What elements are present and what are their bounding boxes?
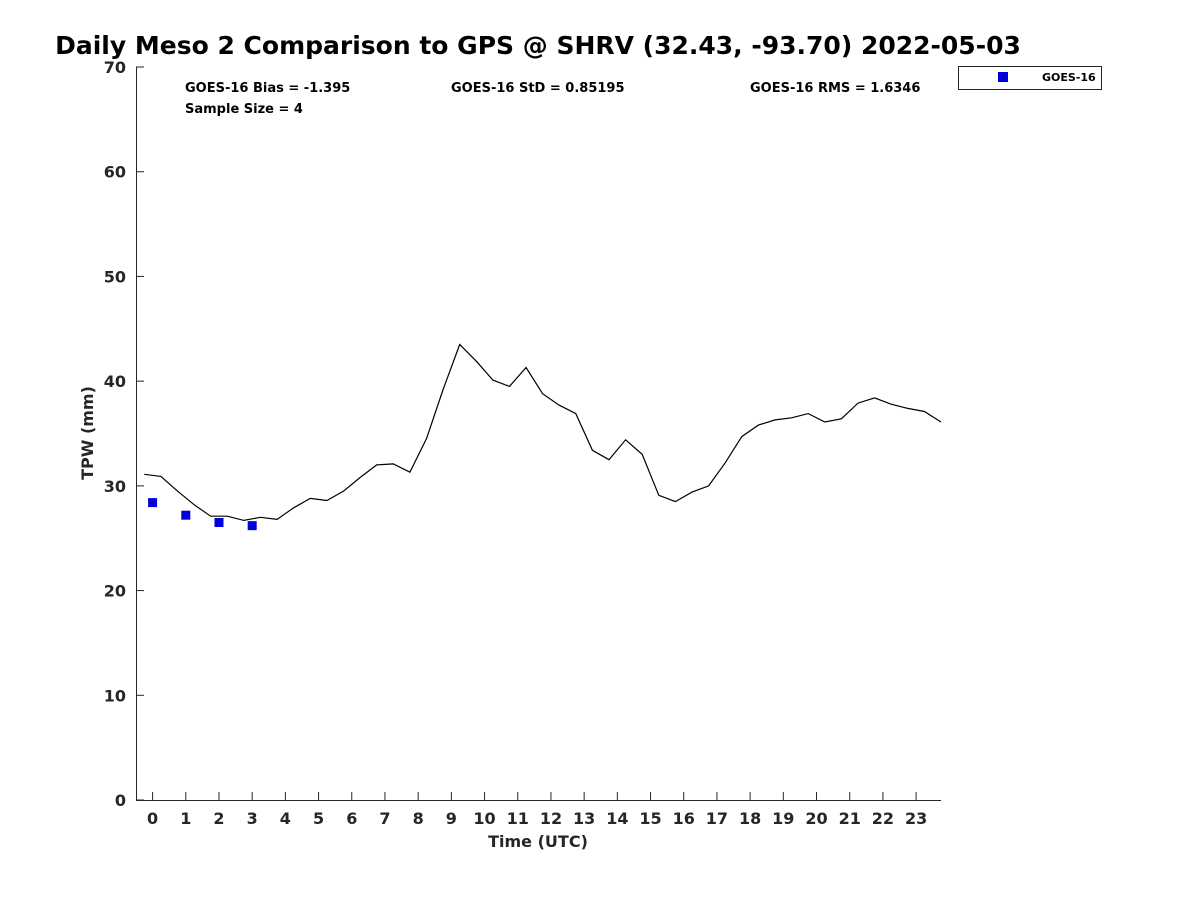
stat-bias: GOES-16 Bias = -1.395 — [185, 81, 350, 96]
x-tick-label: 0 — [147, 809, 158, 828]
x-tick-label: 1 — [180, 809, 191, 828]
x-tick-label: 2 — [213, 809, 224, 828]
y-tick-label: 10 — [104, 686, 126, 705]
x-axis-ticks: 0 1 2 3 4 5 6 7 8 9 10 11 12 13 14 15 16 17 18 19 20 21 22 23 — [147, 792, 927, 828]
x-tick-label: 23 — [905, 809, 927, 828]
y-tick-label: 0 — [115, 791, 126, 810]
x-tick-label: 17 — [706, 809, 728, 828]
gps-tpw-line — [144, 343, 942, 522]
y-axis-label: TPW (mm) — [78, 386, 97, 480]
y-tick-label: 20 — [104, 582, 126, 601]
x-tick-label: 10 — [473, 809, 495, 828]
stat-sample-size: Sample Size = 4 — [185, 102, 303, 117]
y-tick-label: 60 — [104, 163, 126, 182]
x-tick-label: 16 — [673, 809, 695, 828]
series-layer — [144, 343, 942, 531]
goes16-point — [247, 521, 257, 531]
y-axis-ticks: 0 10 20 30 40 50 60 70 — [104, 58, 144, 810]
x-tick-label: 9 — [446, 809, 457, 828]
x-tick-label: 13 — [573, 809, 595, 828]
x-tick-label: 14 — [606, 809, 628, 828]
stat-rms: GOES-16 RMS = 1.6346 — [750, 81, 920, 96]
x-tick-label: 19 — [772, 809, 794, 828]
x-axis-label: Time (UTC) — [488, 832, 588, 851]
x-tick-label: 21 — [839, 809, 861, 828]
y-tick-label: 40 — [104, 372, 126, 391]
goes16-point — [214, 518, 224, 528]
x-tick-label: 15 — [639, 809, 661, 828]
x-tick-label: 7 — [379, 809, 390, 828]
y-tick-label: 50 — [104, 267, 126, 286]
goes16-point — [181, 510, 191, 520]
x-tick-label: 3 — [247, 809, 258, 828]
x-tick-label: 22 — [872, 809, 894, 828]
plot-area — [136, 67, 941, 801]
stat-std: GOES-16 StD = 0.85195 — [451, 81, 625, 96]
legend-swatch-goes16 — [998, 72, 1008, 82]
x-tick-label: 20 — [805, 809, 827, 828]
x-tick-label: 5 — [313, 809, 324, 828]
x-tick-label: 11 — [507, 809, 529, 828]
x-tick-label: 18 — [739, 809, 761, 828]
legend: GOES-16 — [958, 66, 1102, 90]
x-tick-label: 6 — [346, 809, 357, 828]
legend-box — [958, 66, 1102, 90]
chart-title: Daily Meso 2 Comparison to GPS @ SHRV (3… — [55, 31, 1021, 60]
y-tick-label: 30 — [104, 477, 126, 496]
goes16-point — [148, 498, 158, 508]
x-tick-label: 12 — [540, 809, 562, 828]
legend-label-goes16: GOES-16 — [1042, 71, 1096, 84]
y-tick-label: 70 — [104, 58, 126, 77]
x-tick-label: 8 — [413, 809, 424, 828]
x-tick-label: 4 — [280, 809, 291, 828]
